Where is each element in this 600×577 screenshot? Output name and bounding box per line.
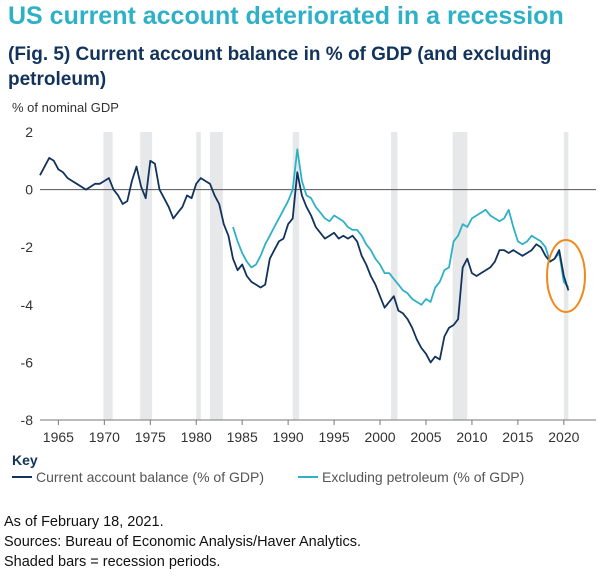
note-sources: Sources: Bureau of Economic Analysis/Hav… (4, 534, 362, 550)
legend-label-current-account: Current account balance (% of GDP) (36, 469, 264, 485)
y-tick-label: 0 (25, 182, 33, 198)
series-line-ex-petroleum (232, 148, 570, 306)
series-lines (39, 148, 570, 364)
x-tick-label: 2010 (456, 429, 487, 445)
x-tick-label: 2000 (364, 429, 395, 445)
y-tick-label: -6 (21, 354, 34, 370)
recession-bar-6 (452, 132, 468, 420)
recession-bar-4 (292, 132, 300, 420)
legend-swatch-current-account (12, 476, 32, 478)
x-tick-label: 1995 (319, 429, 350, 445)
x-tick-label: 2005 (410, 429, 441, 445)
note-shaded-bars: Shaded bars = recession periods. (4, 554, 221, 570)
recession-bar-7 (563, 132, 569, 420)
legend-label-ex-petroleum: Excluding petroleum (% of GDP) (322, 469, 525, 485)
x-tick-label: 1990 (273, 429, 304, 445)
y-axis-label: % of nominal GDP (12, 100, 119, 115)
legend-item-ex-petroleum: Excluding petroleum (% of GDP) (298, 469, 524, 485)
y-tick-label: -4 (21, 297, 34, 313)
recession-bar-1 (140, 132, 153, 420)
highlight-ellipse (546, 239, 586, 313)
x-tick-label: 2020 (548, 429, 579, 445)
series-line-current-account (39, 157, 570, 364)
x-tick-label: 1980 (181, 429, 212, 445)
page-title: US current account deteriorated in a rec… (8, 2, 564, 30)
x-tick-label: 1975 (135, 429, 166, 445)
legend-swatch-ex-petroleum (298, 476, 318, 478)
x-tick-label: 2015 (502, 429, 533, 445)
y-tick-label: -8 (21, 412, 34, 428)
axes: 2 0 -2 -4 -6 -8 1965 1970 1975 1980 1985 1990 1995 20… (21, 124, 596, 445)
recession-bar-3 (210, 132, 223, 420)
x-tick-label: 1985 (227, 429, 258, 445)
recession-bar-2 (196, 132, 201, 420)
recession-bar-5 (391, 132, 398, 420)
legend-item-current-account: Current account balance (% of GDP) (12, 469, 264, 485)
x-tick-label: 1970 (89, 429, 120, 445)
note-date: As of February 18, 2021. (4, 514, 164, 530)
legend-title: Key (12, 452, 38, 468)
recession-bar-0 (103, 132, 113, 420)
recession-bars (103, 132, 569, 420)
y-tick-label: -2 (21, 239, 34, 255)
chart-subtitle: (Fig. 5) Current account balance in % of… (8, 44, 552, 90)
chart-area: 2 0 -2 -4 -6 -8 1965 1970 1975 1980 1985 1990 1995 20… (21, 124, 596, 445)
x-tick-label: 1965 (43, 429, 74, 445)
y-tick-label: 2 (25, 124, 33, 140)
